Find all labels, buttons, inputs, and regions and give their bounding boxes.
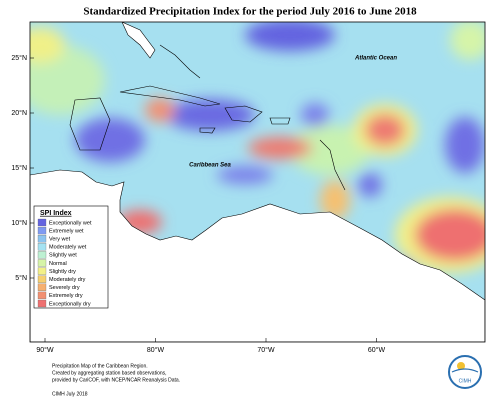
map-frame bbox=[29, 21, 486, 343]
footer-credit: CIMH July 2018 bbox=[52, 391, 88, 397]
legend-swatch bbox=[37, 267, 47, 275]
legend-swatch bbox=[37, 291, 47, 300]
legend-swatch bbox=[37, 299, 47, 308]
legend-swatch bbox=[37, 218, 47, 227]
lon-label: 60°W bbox=[368, 346, 386, 354]
legend-swatch bbox=[37, 251, 47, 259]
footer-line: Precipitation Map of the Caribbean Regio… bbox=[52, 363, 148, 369]
legend-swatch bbox=[37, 275, 47, 283]
legend-label: Slightly wet bbox=[49, 253, 77, 259]
legend-swatch bbox=[37, 283, 47, 291]
logo: CIMH bbox=[448, 355, 482, 389]
lat-label: 20°N bbox=[11, 109, 27, 117]
logo-text: CIMH bbox=[459, 378, 472, 384]
legend-swatch bbox=[37, 226, 47, 235]
legend-label: Very wet bbox=[49, 236, 71, 242]
legend-title: SPI Index bbox=[40, 210, 72, 217]
lon-label: 90°W bbox=[36, 346, 54, 354]
lon-label: 80°W bbox=[147, 346, 165, 354]
legend-label: Slightly dry bbox=[49, 269, 76, 275]
lat-label: 25°N bbox=[11, 54, 27, 62]
legend-label: Exceptionally dry bbox=[49, 301, 91, 307]
legend-label: Moderately dry bbox=[49, 277, 86, 283]
ocean-label: Atlantic Ocean bbox=[354, 56, 397, 62]
legend-label: Moderately wet bbox=[49, 245, 87, 251]
footer-line: provided by CariCOF, with NCEP/NCAR Rean… bbox=[52, 377, 180, 383]
legend-label: Extremely dry bbox=[49, 293, 83, 299]
legend-label: Extremely wet bbox=[49, 228, 84, 234]
lat-label: 10°N bbox=[11, 219, 27, 227]
footer-line: Created by aggregating station based obs… bbox=[52, 370, 167, 376]
legend: SPI Index Exceptionally wet Extremely wet… bbox=[33, 205, 109, 309]
legend-label: Exceptionally wet bbox=[49, 220, 92, 226]
title: Standardized Precipitation Index for the… bbox=[83, 6, 417, 18]
lat-label: 5°N bbox=[15, 274, 27, 282]
legend-label: Severely dry bbox=[49, 285, 80, 291]
lon-label: 70°W bbox=[257, 346, 275, 354]
legend-swatch bbox=[37, 235, 47, 243]
sea-label: Caribbean Sea bbox=[189, 163, 231, 169]
legend-swatch bbox=[37, 243, 47, 251]
legend-label: Normal bbox=[49, 261, 67, 267]
lat-label: 15°N bbox=[11, 164, 27, 172]
legend-swatch bbox=[37, 259, 47, 267]
